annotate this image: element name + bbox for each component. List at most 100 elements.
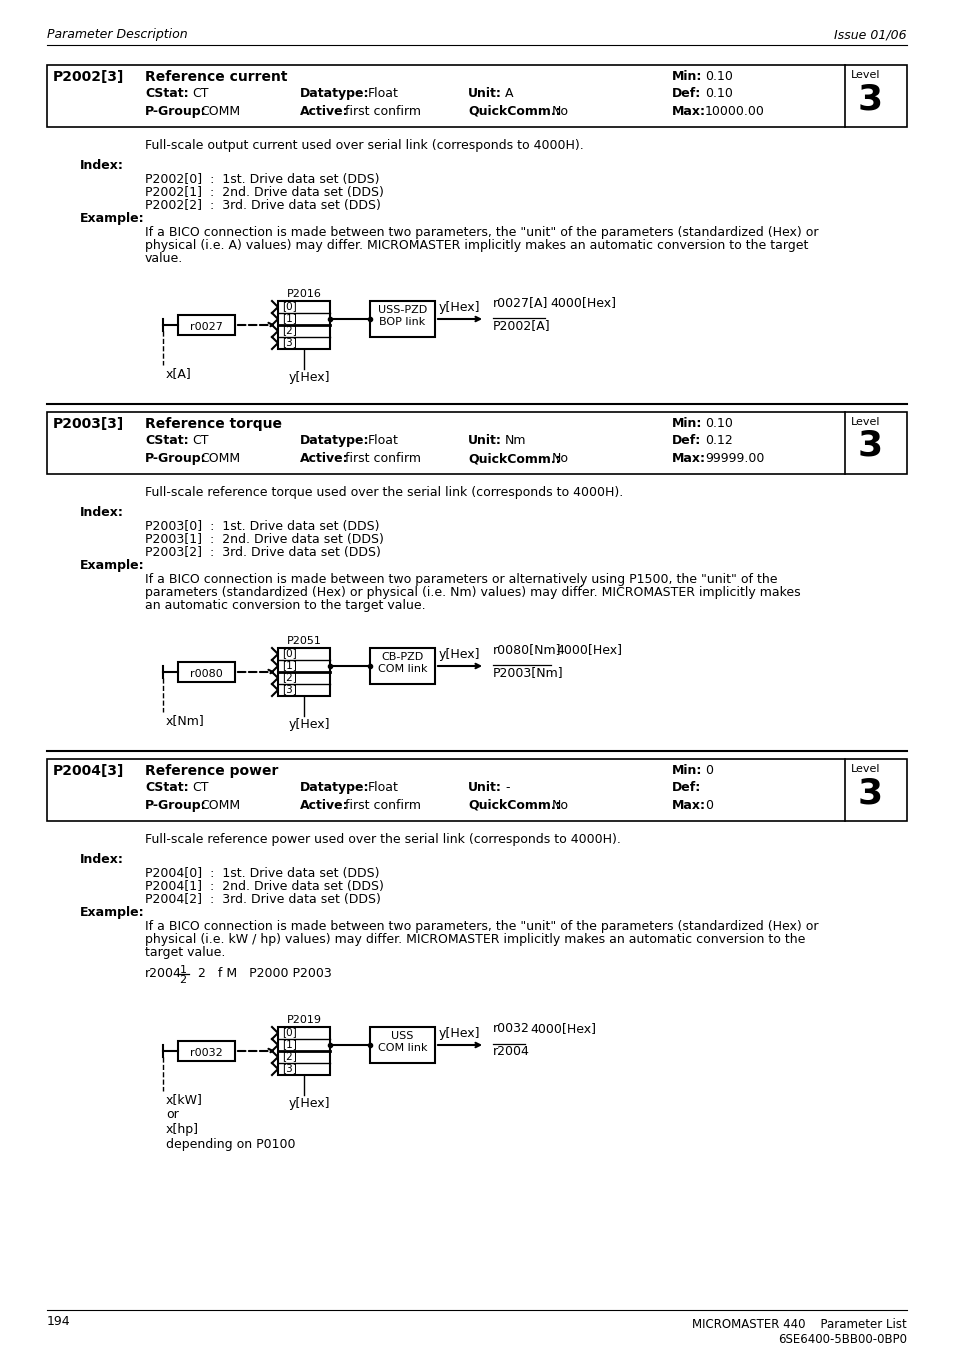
Text: P2004[1]  :  2nd. Drive data set (DDS): P2004[1] : 2nd. Drive data set (DDS) xyxy=(145,880,383,893)
Text: 0.12: 0.12 xyxy=(704,434,732,447)
Bar xyxy=(178,315,234,335)
Text: Full-scale reference power used over the serial link (corresponds to 4000H).: Full-scale reference power used over the… xyxy=(145,834,620,846)
Text: 2   f M   P2000 P2003: 2 f M P2000 P2003 xyxy=(198,967,332,979)
Text: 3: 3 xyxy=(857,775,882,811)
Text: P2003[Nm]: P2003[Nm] xyxy=(493,666,563,680)
Text: P2002[2]  :  3rd. Drive data set (DDS): P2002[2] : 3rd. Drive data set (DDS) xyxy=(145,199,380,212)
Text: P2004[3]: P2004[3] xyxy=(53,765,124,778)
Text: Datatype:: Datatype: xyxy=(299,86,369,100)
Text: Example:: Example: xyxy=(80,212,145,226)
Text: 0.10: 0.10 xyxy=(704,86,732,100)
Text: P-Group:: P-Group: xyxy=(145,453,207,465)
Text: -: - xyxy=(504,781,509,794)
Text: first confirm: first confirm xyxy=(345,798,420,812)
Text: COMM: COMM xyxy=(200,105,240,118)
Text: MICROMASTER 440    Parameter List
6SE6400-5BB00-0BP0: MICROMASTER 440 Parameter List 6SE6400-5… xyxy=(692,1319,906,1346)
Text: Full-scale reference torque used over the serial link (corresponds to 4000H).: Full-scale reference torque used over th… xyxy=(145,486,622,499)
Text: [0]: [0] xyxy=(282,648,296,658)
Text: r0027[A]: r0027[A] xyxy=(493,296,548,309)
Text: first confirm: first confirm xyxy=(345,453,420,465)
Text: Reference power: Reference power xyxy=(145,765,278,778)
Text: If a BICO connection is made between two parameters, the "unit" of the parameter: If a BICO connection is made between two… xyxy=(145,226,818,239)
Text: P2002[1]  :  2nd. Drive data set (DDS): P2002[1] : 2nd. Drive data set (DDS) xyxy=(145,186,383,199)
Text: A: A xyxy=(504,86,513,100)
Text: Reference current: Reference current xyxy=(145,70,287,84)
Text: Level: Level xyxy=(850,417,880,427)
Text: physical (i.e. A) values) may differ. MICROMASTER implicitly makes an automatic : physical (i.e. A) values) may differ. MI… xyxy=(145,239,807,253)
Text: 4000[Hex]: 4000[Hex] xyxy=(550,296,616,309)
Text: y[Hex]: y[Hex] xyxy=(438,648,480,661)
Text: Datatype:: Datatype: xyxy=(299,781,369,794)
Text: P2003[1]  :  2nd. Drive data set (DDS): P2003[1] : 2nd. Drive data set (DDS) xyxy=(145,534,383,546)
Text: 194: 194 xyxy=(47,1315,71,1328)
Text: [1]: [1] xyxy=(282,661,296,670)
Text: Max:: Max: xyxy=(671,105,705,118)
Text: Level: Level xyxy=(850,70,880,80)
Text: CStat:: CStat: xyxy=(145,86,189,100)
Text: Min:: Min: xyxy=(671,70,701,82)
Text: y[Hex]: y[Hex] xyxy=(289,717,330,731)
Text: P2003[3]: P2003[3] xyxy=(53,417,124,431)
Text: USS-PZD
BOP link: USS-PZD BOP link xyxy=(377,305,427,327)
Text: Index:: Index: xyxy=(80,159,124,172)
Text: No: No xyxy=(552,105,568,118)
Text: P2003[2]  :  3rd. Drive data set (DDS): P2003[2] : 3rd. Drive data set (DDS) xyxy=(145,546,380,559)
Text: CStat:: CStat: xyxy=(145,434,189,447)
Text: Reference torque: Reference torque xyxy=(145,417,282,431)
Text: [2]: [2] xyxy=(282,326,296,335)
Text: r0032: r0032 xyxy=(190,1048,223,1058)
Text: r0080: r0080 xyxy=(190,669,223,680)
Text: [2]: [2] xyxy=(282,1051,296,1061)
Text: If a BICO connection is made between two parameters, the "unit" of the parameter: If a BICO connection is made between two… xyxy=(145,920,818,934)
Bar xyxy=(47,65,906,127)
Text: P-Group:: P-Group: xyxy=(145,105,207,118)
Text: USS
COM link: USS COM link xyxy=(377,1031,427,1052)
Text: P2004[2]  :  3rd. Drive data set (DDS): P2004[2] : 3rd. Drive data set (DDS) xyxy=(145,893,380,907)
Text: P2019: P2019 xyxy=(286,1015,321,1025)
Text: r0032: r0032 xyxy=(493,1021,529,1035)
Text: x[A]: x[A] xyxy=(166,367,192,380)
Text: 0.10: 0.10 xyxy=(704,70,732,82)
Text: y[Hex]: y[Hex] xyxy=(289,372,330,384)
Text: CT: CT xyxy=(192,434,209,447)
Text: Nm: Nm xyxy=(504,434,526,447)
Text: [1]: [1] xyxy=(282,313,296,323)
Text: Min:: Min: xyxy=(671,765,701,777)
Text: If a BICO connection is made between two parameters or alternatively using P1500: If a BICO connection is made between two… xyxy=(145,573,777,586)
Text: 2: 2 xyxy=(179,975,187,985)
Text: Example:: Example: xyxy=(80,907,145,919)
Text: QuickComm.:: QuickComm.: xyxy=(468,453,560,465)
Text: [0]: [0] xyxy=(282,1027,296,1038)
Text: CStat:: CStat: xyxy=(145,781,189,794)
Text: Min:: Min: xyxy=(671,417,701,430)
Text: Float: Float xyxy=(368,86,398,100)
Text: P2016: P2016 xyxy=(286,289,321,299)
Text: P2003[0]  :  1st. Drive data set (DDS): P2003[0] : 1st. Drive data set (DDS) xyxy=(145,520,379,534)
Text: CB-PZD
COM link: CB-PZD COM link xyxy=(377,653,427,674)
Text: QuickComm.:: QuickComm.: xyxy=(468,798,560,812)
Bar xyxy=(178,1042,234,1061)
Text: first confirm: first confirm xyxy=(345,105,420,118)
Text: [0]: [0] xyxy=(282,301,296,311)
Text: 0.10: 0.10 xyxy=(704,417,732,430)
Text: P2051: P2051 xyxy=(286,636,321,646)
Text: Def:: Def: xyxy=(671,434,700,447)
Bar xyxy=(277,1027,330,1075)
Bar xyxy=(370,1027,435,1063)
Text: x[kW]
or
x[hp]
depending on P0100: x[kW] or x[hp] depending on P0100 xyxy=(166,1093,295,1151)
Text: Active:: Active: xyxy=(299,453,348,465)
Text: P2002[3]: P2002[3] xyxy=(53,70,124,84)
Text: Example:: Example: xyxy=(80,559,145,571)
Text: 1: 1 xyxy=(179,965,186,975)
Text: Unit:: Unit: xyxy=(468,781,501,794)
Text: Issue 01/06: Issue 01/06 xyxy=(834,28,906,41)
Text: P2004[0]  :  1st. Drive data set (DDS): P2004[0] : 1st. Drive data set (DDS) xyxy=(145,867,379,880)
Text: [3]: [3] xyxy=(282,684,296,694)
Text: parameters (standardized (Hex) or physical (i.e. Nm) values) may differ. MICROMA: parameters (standardized (Hex) or physic… xyxy=(145,586,800,598)
Text: P-Group:: P-Group: xyxy=(145,798,207,812)
Text: Datatype:: Datatype: xyxy=(299,434,369,447)
Text: 3: 3 xyxy=(857,430,882,463)
Text: P2002[A]: P2002[A] xyxy=(493,319,550,332)
Text: [3]: [3] xyxy=(282,336,296,347)
Text: Full-scale output current used over serial link (corresponds to 4000H).: Full-scale output current used over seri… xyxy=(145,139,583,153)
